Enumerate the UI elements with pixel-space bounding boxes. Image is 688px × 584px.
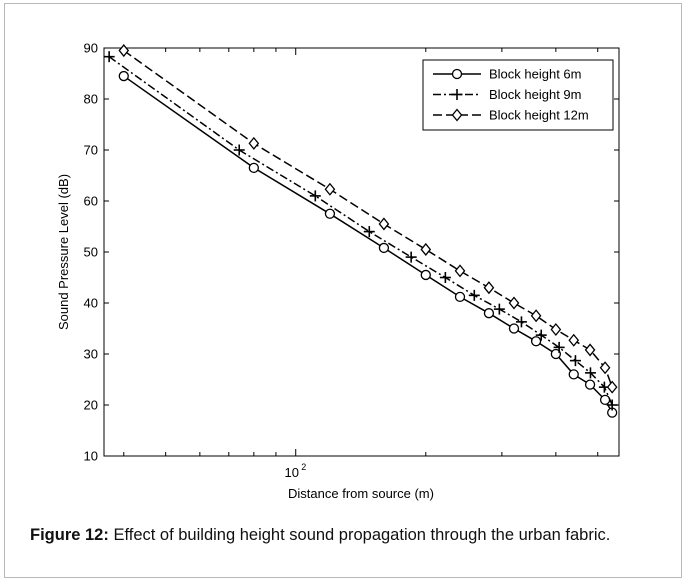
- legend-marker: [451, 108, 463, 122]
- data-point: [508, 296, 520, 310]
- data-point: [483, 281, 495, 295]
- data-point: [378, 242, 390, 254]
- data-point: [606, 399, 618, 411]
- data-point: [118, 44, 130, 58]
- legend-label: Block height 9m: [489, 87, 582, 102]
- y-axis-label: Sound Pressure Level (dB): [56, 174, 71, 330]
- y-tick-label: 60: [84, 194, 98, 209]
- figure-frame: 10 20 30 40 50 60 70 80 90 10 2 Distance from sou…: [4, 3, 682, 578]
- data-point: [309, 190, 321, 202]
- data-point: [483, 308, 495, 319]
- data-point: [454, 291, 466, 303]
- y-tick-label: 30: [84, 347, 98, 362]
- data-point: [363, 226, 375, 238]
- data-point: [550, 348, 562, 360]
- data-point: [248, 136, 260, 150]
- data-point: [550, 322, 562, 337]
- y-tick-label: 10: [84, 449, 98, 464]
- data-point: [530, 309, 542, 323]
- y-tick-label: 50: [84, 245, 98, 260]
- y-tick-label: 20: [84, 398, 98, 413]
- y-tick-label: 80: [84, 92, 98, 107]
- caption-text: Effect of building height sound propagat…: [108, 526, 611, 544]
- data-point: [530, 336, 542, 347]
- series-1: [118, 70, 618, 418]
- data-point: [584, 379, 596, 390]
- data-point: [378, 217, 390, 231]
- data-point: [454, 264, 466, 278]
- y-tick-label: 40: [84, 296, 98, 311]
- legend-label: Block height 12m: [489, 108, 589, 123]
- legend-entry: Block height 9m: [433, 87, 582, 102]
- data-point: [324, 182, 336, 196]
- legend-marker: [451, 89, 463, 100]
- x-tick-label-exponent: 2: [301, 462, 306, 472]
- caption-label: Figure 12:: [30, 526, 109, 544]
- y-tick-label: 90: [84, 41, 98, 56]
- y-axis: 10 20 30 40 50 60 70 80 90: [84, 41, 619, 464]
- data-point: [233, 144, 245, 156]
- data-point: [420, 242, 432, 256]
- y-tick-label: 70: [84, 143, 98, 158]
- legend-label: Block height 6m: [489, 67, 582, 82]
- data-point: [584, 367, 596, 379]
- data-point: [118, 70, 129, 82]
- legend-entry: Block height 6m: [433, 67, 582, 82]
- data-point: [493, 303, 505, 315]
- legend-entry: Block height 12m: [433, 108, 589, 123]
- data-point: [324, 208, 336, 219]
- data-point: [515, 316, 527, 328]
- series-layer: [103, 44, 618, 418]
- data-point: [535, 329, 547, 341]
- x-axis-label: Distance from source (m): [288, 486, 434, 501]
- data-point: [405, 251, 417, 263]
- data-point: [103, 51, 115, 63]
- data-point: [568, 369, 579, 380]
- data-point: [439, 272, 451, 283]
- data-point: [584, 343, 596, 357]
- data-point: [599, 394, 611, 406]
- x-tick-label: 10: [284, 465, 298, 480]
- series-3: [118, 44, 618, 394]
- data-point: [248, 162, 259, 174]
- legend: Block height 6m Block height 9m Block heig…: [422, 59, 614, 131]
- data-point: [420, 269, 431, 281]
- data-point: [553, 341, 565, 353]
- figure-caption: Figure 12: Effect of building height sou…: [30, 524, 670, 547]
- data-point: [569, 355, 581, 367]
- data-point: [568, 333, 580, 347]
- legend-marker: [451, 68, 463, 80]
- data-point: [508, 323, 520, 334]
- data-point: [606, 380, 618, 394]
- data-point: [599, 361, 611, 375]
- data-point: [468, 289, 480, 301]
